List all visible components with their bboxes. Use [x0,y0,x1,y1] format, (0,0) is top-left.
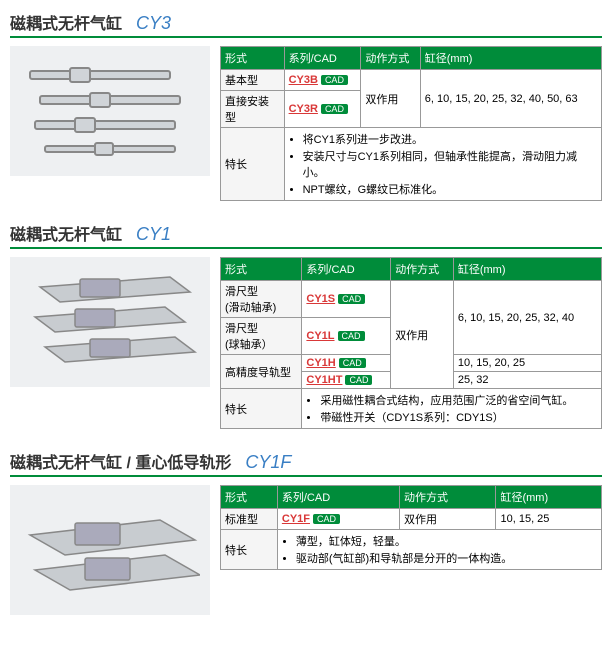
table-header-row: 形式系列/CAD动作方式缸径(mm) [221,47,602,70]
table-header: 缸径(mm) [453,258,601,281]
feature-list: 将CY1系列进一步改进。安装尺寸与CY1系列相同，但轴承性能提高，滑动阻力减小。… [289,131,597,197]
section-subtitle: / 重心低导轨形 [122,455,231,472]
feature-item: 驱动部(气缸部)和导轨部是分开的一体构造。 [296,550,597,566]
feature-row: 特长将CY1系列进一步改进。安装尺寸与CY1系列相同，但轴承性能提高，滑动阻力减… [221,128,602,201]
series-cell: CY3RCAD [284,91,361,128]
cad-badge[interactable]: CAD [339,358,366,368]
table-wrapper: 形式系列/CAD动作方式缸径(mm)基本型CY3BCAD双作用6, 10, 15… [220,46,602,201]
product-image [10,257,210,387]
table-header: 动作方式 [400,486,496,509]
product-image [10,485,210,615]
table-header-row: 形式系列/CAD动作方式缸径(mm) [221,486,602,509]
feature-row: 特长采用磁性耦合式结构，应用范围广泛的省空间气缸。带磁性开关（CDY1S系列：C… [221,389,602,429]
section-title-row: 磁耦式无杆气缸 CY1 [10,221,602,249]
content-row: 形式系列/CAD动作方式缸径(mm)基本型CY3BCAD双作用6, 10, 15… [10,46,602,201]
bore-cell: 6, 10, 15, 20, 25, 32, 40 [453,281,601,355]
series-cell: CY3BCAD [284,70,361,91]
form-cell: 基本型 [221,70,285,91]
cad-badge[interactable]: CAD [338,294,365,304]
feature-cell: 薄型，缸体短，轻量。驱动部(气缸部)和导轨部是分开的一体构造。 [277,530,601,570]
series-cell: CY1HTCAD [302,372,391,389]
content-row: 形式系列/CAD动作方式缸径(mm)滑尺型(滑动轴承)CY1SCAD双作用6, … [10,257,602,429]
table-header: 形式 [221,47,285,70]
table-header: 形式 [221,486,278,509]
cad-badge[interactable]: CAD [321,104,348,114]
table-header-row: 形式系列/CAD动作方式缸径(mm) [221,258,602,281]
series-link[interactable]: CY3R [289,103,318,115]
bore-cell: 6, 10, 15, 20, 25, 32, 40, 50, 63 [420,70,601,128]
table-header: 系列/CAD [277,486,399,509]
bore-cell: 25, 32 [453,372,601,389]
action-cell: 双作用 [391,281,454,389]
feature-label: 特长 [221,530,278,570]
content-row: 形式系列/CAD动作方式缸径(mm)标准型CY1FCAD双作用10, 15, 2… [10,485,602,615]
table-header: 动作方式 [391,258,454,281]
series-link[interactable]: CY1F [282,513,310,525]
bore-cell: 10, 15, 20, 25 [453,355,601,372]
feature-item: 薄型，缸体短，轻量。 [296,533,597,549]
model-code: CY1 [136,224,171,244]
spec-table: 形式系列/CAD动作方式缸径(mm)滑尺型(滑动轴承)CY1SCAD双作用6, … [220,257,602,429]
product-section: 磁耦式无杆气缸CY3形式系列/CAD动作方式缸径(mm)基本型CY3BCAD双作… [10,10,602,201]
section-title-row: 磁耦式无杆气缸 / 重心低导轨形 CY1F [10,449,602,477]
section-title: 磁耦式无杆气缸 [10,455,122,472]
table-header: 系列/CAD [284,47,361,70]
feature-label: 特长 [221,128,285,201]
form-cell: 直接安装型 [221,91,285,128]
table-header: 缸径(mm) [496,486,602,509]
series-link[interactable]: CY1HT [306,374,342,386]
feature-item: NPT螺纹，G螺纹已标准化。 [303,181,597,197]
cad-badge[interactable]: CAD [338,331,365,341]
table-row: 标准型CY1FCAD双作用10, 15, 25 [221,509,602,530]
table-header: 缸径(mm) [420,47,601,70]
feature-item: 采用磁性耦合式结构，应用范围广泛的省空间气缸。 [320,392,597,408]
form-cell: 滑尺型(滑动轴承) [221,281,302,318]
feature-list: 薄型，缸体短，轻量。驱动部(气缸部)和导轨部是分开的一体构造。 [282,533,597,566]
series-cell: CY1L CAD [302,318,391,355]
feature-label: 特长 [221,389,302,429]
feature-item: 将CY1系列进一步改进。 [303,131,597,147]
model-code: CY1F [245,452,291,472]
action-cell: 双作用 [361,70,420,128]
product-section: 磁耦式无杆气缸CY1形式系列/CAD动作方式缸径(mm)滑尺型(滑动轴承)CY1… [10,221,602,429]
table-wrapper: 形式系列/CAD动作方式缸径(mm)标准型CY1FCAD双作用10, 15, 2… [220,485,602,615]
bore-cell: 10, 15, 25 [496,509,602,530]
table-header: 动作方式 [361,47,420,70]
series-link[interactable]: CY1L [306,330,334,342]
feature-cell: 将CY1系列进一步改进。安装尺寸与CY1系列相同，但轴承性能提高，滑动阻力减小。… [284,128,601,201]
product-image [10,46,210,176]
series-cell: CY1SCAD [302,281,391,318]
table-wrapper: 形式系列/CAD动作方式缸径(mm)滑尺型(滑动轴承)CY1SCAD双作用6, … [220,257,602,429]
table-row: 基本型CY3BCAD双作用6, 10, 15, 20, 25, 32, 40, … [221,70,602,91]
series-cell: CY1FCAD [277,509,399,530]
spec-table: 形式系列/CAD动作方式缸径(mm)基本型CY3BCAD双作用6, 10, 15… [220,46,602,201]
spec-table: 形式系列/CAD动作方式缸径(mm)标准型CY1FCAD双作用10, 15, 2… [220,485,602,570]
cad-badge[interactable]: CAD [313,514,340,524]
table-header: 系列/CAD [302,258,391,281]
cad-badge[interactable]: CAD [345,375,372,385]
series-link[interactable]: CY1H [306,357,335,369]
table-row: 滑尺型(滑动轴承)CY1SCAD双作用6, 10, 15, 20, 25, 32… [221,281,602,318]
cad-badge[interactable]: CAD [321,75,348,85]
series-link[interactable]: CY1S [306,293,335,305]
section-title: 磁耦式无杆气缸 [10,227,122,244]
form-cell: 滑尺型(球轴承） [221,318,302,355]
action-cell: 双作用 [400,509,496,530]
section-title: 磁耦式无杆气缸 [10,16,122,33]
form-cell: 高精度导轨型 [221,355,302,389]
feature-item: 安装尺寸与CY1系列相同，但轴承性能提高，滑动阻力减小。 [303,148,597,180]
model-code: CY3 [136,13,171,33]
product-section: 磁耦式无杆气缸 / 重心低导轨形CY1F形式系列/CAD动作方式缸径(mm)标准… [10,449,602,615]
feature-cell: 采用磁性耦合式结构，应用范围广泛的省空间气缸。带磁性开关（CDY1S系列：CDY… [302,389,602,429]
series-cell: CY1H CAD [302,355,391,372]
series-link[interactable]: CY3B [289,74,318,86]
form-cell: 标准型 [221,509,278,530]
feature-item: 带磁性开关（CDY1S系列：CDY1S） [320,409,597,425]
section-title-row: 磁耦式无杆气缸 CY3 [10,10,602,38]
feature-list: 采用磁性耦合式结构，应用范围广泛的省空间气缸。带磁性开关（CDY1S系列：CDY… [306,392,597,425]
feature-row: 特长薄型，缸体短，轻量。驱动部(气缸部)和导轨部是分开的一体构造。 [221,530,602,570]
table-header: 形式 [221,258,302,281]
